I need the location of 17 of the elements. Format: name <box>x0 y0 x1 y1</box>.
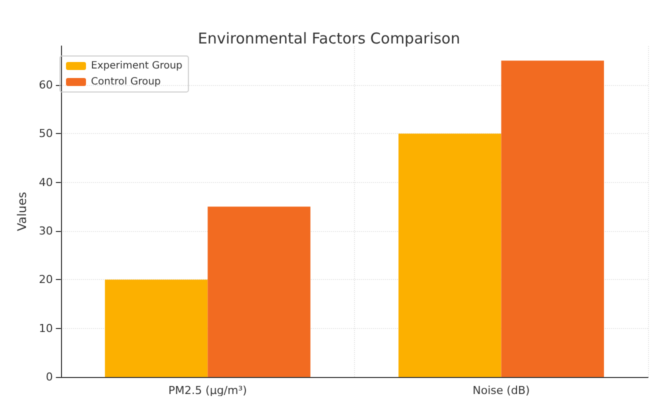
chart-title: Environmental Factors Comparison <box>198 30 460 48</box>
y-tick-label: 40 <box>38 176 53 189</box>
y-tick-label: 0 <box>46 370 53 384</box>
x-tick-label: Noise (dB) <box>472 384 530 397</box>
bar <box>501 60 604 377</box>
bar <box>208 206 310 377</box>
bar <box>398 134 502 377</box>
legend-label: Control Group <box>91 76 161 88</box>
bar <box>104 280 208 377</box>
y-tick-label: 50 <box>38 127 53 140</box>
y-tick-label: 60 <box>38 78 53 92</box>
y-tick-label: 30 <box>38 224 53 238</box>
y-axis-title: Values <box>15 192 29 232</box>
y-tick-label: 20 <box>38 273 53 286</box>
y-tick-label: 10 <box>38 322 53 335</box>
x-tick-label: PM2.5 (µg/m³) <box>168 384 247 397</box>
legend-label: Experiment Group <box>91 60 182 72</box>
